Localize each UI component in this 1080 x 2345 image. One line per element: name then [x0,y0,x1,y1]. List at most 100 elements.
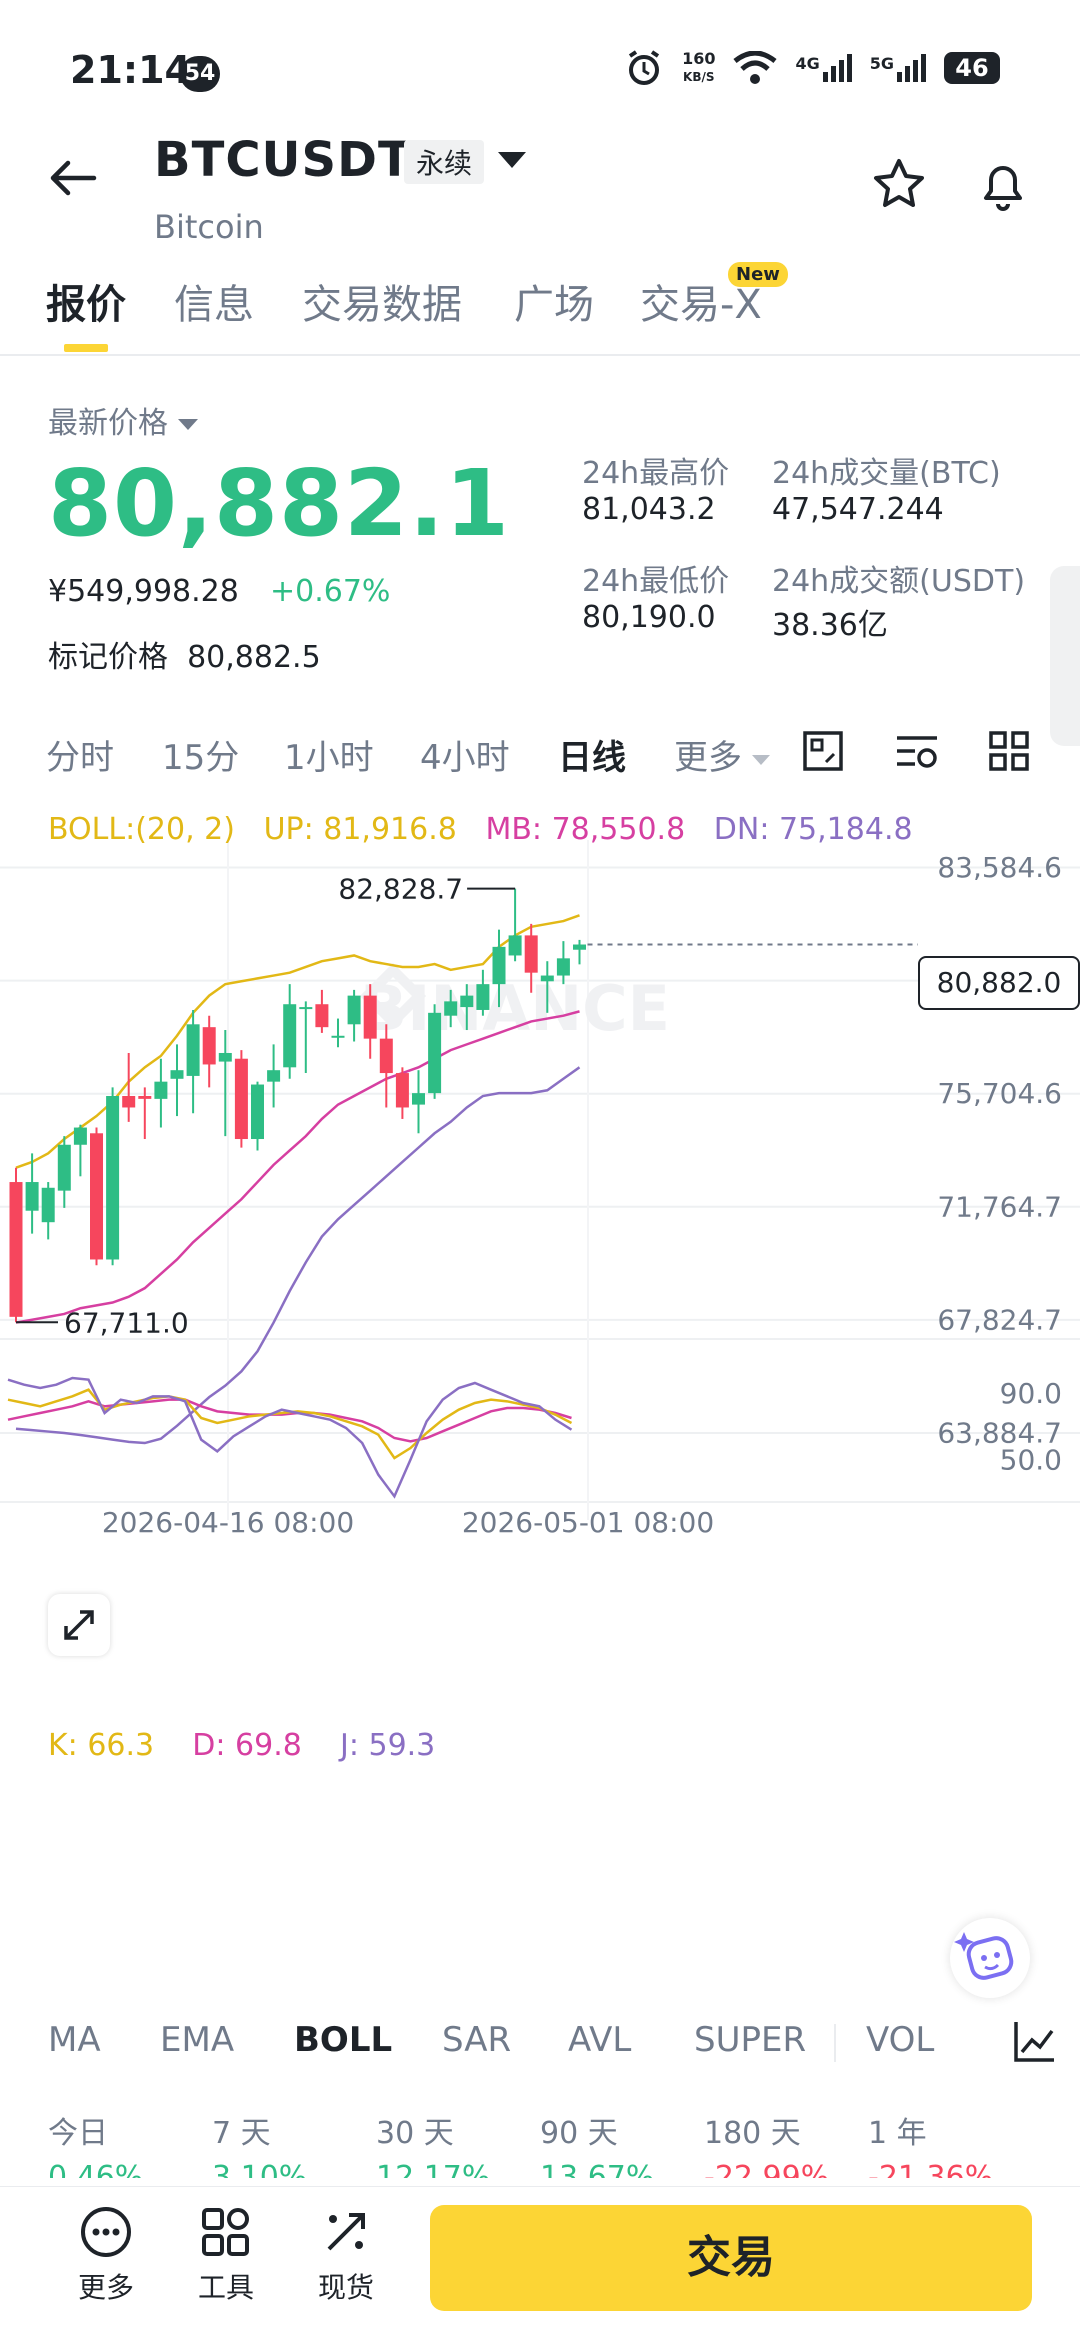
tab-info[interactable]: 信息 [174,282,254,328]
candle-body-up [444,1001,458,1016]
kdj-j-line [7,1376,573,1499]
interval-4h[interactable]: 4小时 [420,738,510,778]
high-24h-label: 24h最高价 [582,456,730,491]
candle-body-down [90,1133,103,1260]
kdj-axis-label: 90.0 [1000,1377,1062,1410]
chart-expand-button[interactable] [48,1594,110,1656]
price-axis-label: 71,764.7 [937,1190,1062,1223]
chart-fullscreen-icon[interactable] [802,730,844,772]
kdj-d: D: 69.8 [192,1728,302,1763]
performance-row: 今日 0.46% 7 天 3.10% 30 天 12.17% 90 天 13.67% 1… [0,2108,1080,2178]
bottom-action-bar: 更多 工具 现货 交易 [0,2186,1080,2345]
alert-bell-icon[interactable] [976,158,1030,212]
signal-5g-icon: 5G [870,54,926,82]
price-type-caret-icon [178,419,198,430]
binance-logo-watermark [359,962,427,1030]
indicator-avl[interactable]: AVL [568,2020,632,2060]
tab-quote[interactable]: 报价 [46,282,126,328]
back-arrow-icon[interactable] [48,158,98,198]
more-dots-icon [81,2207,131,2257]
kdj-legend: K: 66.3 D: 69.8 J: 59.3 [48,1728,435,1763]
price-axis-label: 63,884.7 [937,1417,1062,1450]
candle-body-up [106,1096,120,1260]
candle-body-down [363,995,377,1039]
candle-body-up [57,1144,71,1191]
tab-trading-data[interactable]: 交易数据 [302,282,462,328]
side-drawer-handle[interactable] [1050,566,1080,746]
symbol-dropdown-icon[interactable] [498,152,526,168]
spot-button[interactable]: 现货 [296,2205,396,2306]
mark-price: 标记价格 80,882.5 [48,640,321,675]
indicator-vol[interactable]: VOL [866,2020,935,2060]
indicator-tabs: MA EMA BOLL SAR AVL SUPER VOL [0,2020,1080,2080]
candle-body-up [154,1081,168,1099]
trade-button[interactable]: 交易 [430,2205,1032,2311]
candle-body-up [573,944,586,950]
perf-90d: 90 天 13.67% [540,2116,655,2178]
indicator-ema[interactable]: EMA [160,2020,235,2060]
notification-count-badge: 54 [180,56,220,92]
candle-body-up [170,1070,184,1079]
low-24h-value: 80,190.0 [582,600,716,635]
layout-grid-icon[interactable] [988,730,1030,772]
favorite-star-icon[interactable] [872,158,926,210]
candle-body-up [299,1007,313,1010]
interval-1h[interactable]: 1小时 [284,738,374,778]
status-icons: 160 KB/S 4G 5G 46 [624,48,1000,88]
current-price-tag: 80,882.0 [918,956,1080,1010]
candle-body-down [315,1004,329,1028]
symbol-title[interactable]: BTCUSDT [154,132,412,188]
price-axis-label: 75,704.6 [937,1077,1062,1110]
candlestick-chart[interactable]: BINANCE82,828.767,711.083,584.679,644.67… [0,800,1080,2010]
active-tab-indicator [64,344,108,352]
kdj-k-line [7,1388,573,1460]
candle-body-up [460,995,474,1008]
indicator-sar[interactable]: SAR [442,2020,512,2060]
status-time: 21:14 [70,48,191,92]
indicator-settings-icon[interactable] [894,730,940,772]
candle-body-up [428,1012,442,1094]
battery-indicator: 46 [944,52,1000,84]
candle-body-up [556,958,570,976]
candle-body-up [412,1093,425,1105]
more-button[interactable]: 更多 [56,2205,156,2306]
perf-today: 今日 0.46% [48,2116,144,2178]
indicator-chart-icon[interactable] [1012,2018,1058,2064]
boll-dn: DN: 75,184.8 [713,812,913,847]
candle-body-up [25,1182,39,1211]
candle-body-up [41,1187,55,1223]
indicator-super[interactable]: SUPER [694,2020,807,2060]
ai-assistant-button[interactable] [950,1918,1030,1998]
top-tabs: 报价 信息 交易数据 广场 交易-X [0,264,1080,356]
indicator-ma[interactable]: MA [48,2020,101,2060]
boll-legend: BOLL:(20, 2) UP: 81,916.8 MB: 78,550.8 D… [48,812,913,847]
interval-more[interactable]: 更多 [674,730,770,779]
volume-usdt-value: 38.36亿 [772,608,888,643]
boll-up: UP: 81,916.8 [263,812,457,847]
perf-30d: 30 天 12.17% [376,2116,491,2178]
price-axis-label: 83,584.6 [937,851,1062,884]
boll-mb: MB: 78,550.8 [485,812,686,847]
tab-trade-x[interactable]: 交易-X [640,282,762,328]
tools-button[interactable]: 工具 [176,2205,276,2306]
new-badge: New [728,262,788,287]
low-24h-label: 24h最低价 [582,564,730,599]
ai-face-icon [954,1932,1014,1980]
interval-1d[interactable]: 日线 [558,738,626,778]
tab-square[interactable]: 广场 [514,282,594,328]
indicator-boll[interactable]: BOLL [294,2020,393,2060]
candle-body-down [395,1073,409,1108]
interval-time[interactable]: 分时 [46,738,114,778]
interval-15m[interactable]: 15分 [162,738,240,778]
candle-body-up [73,1127,87,1145]
candle-body-up [186,1024,200,1076]
perf-1y: 1 年 -21.36% [868,2116,994,2178]
candle-body-down [234,1058,248,1140]
latest-price-label[interactable]: 最新价格 [48,398,198,442]
time-axis-label: 2026-04-16 08:00 [102,1506,354,1539]
candle-body-up [476,984,490,1010]
candle-body-up [267,1070,281,1082]
time-axis-label: 2026-05-01 08:00 [462,1506,714,1539]
volume-btc-value: 47,547.244 [772,492,944,527]
candle-body-down [379,1038,393,1074]
